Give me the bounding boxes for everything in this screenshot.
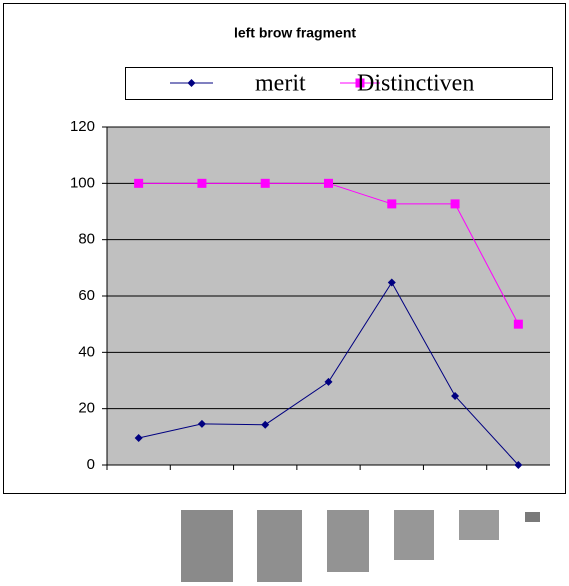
face-image <box>525 512 540 522</box>
point <box>134 179 143 188</box>
face-image <box>459 510 499 540</box>
point <box>197 179 206 188</box>
y-tick-label: 100 <box>70 174 95 191</box>
chart: left brow fragment 0 20 40 60 80 100 120 merit D… <box>0 0 569 586</box>
legend-label: Distinctiven <box>357 71 474 97</box>
y-tick-label: 60 <box>78 287 95 304</box>
face-image <box>257 510 302 582</box>
point <box>451 199 460 208</box>
point <box>261 179 270 188</box>
page: left brow fragment 0 20 40 60 80 100 120 merit D… <box>0 0 569 586</box>
legend-label: merit <box>255 71 306 97</box>
face-images <box>181 510 540 582</box>
y-tick-label: 80 <box>78 231 95 248</box>
point <box>514 320 523 329</box>
y-tick-label: 40 <box>78 343 95 360</box>
point <box>324 179 333 188</box>
point <box>387 199 396 208</box>
y-tick-label: 20 <box>78 400 95 417</box>
face-image <box>327 510 369 572</box>
y-tick-label: 0 <box>87 456 95 473</box>
face-image <box>181 510 233 582</box>
face-image <box>394 510 434 560</box>
chart-title: left brow fragment <box>234 25 356 41</box>
y-tick-label: 120 <box>70 118 95 135</box>
